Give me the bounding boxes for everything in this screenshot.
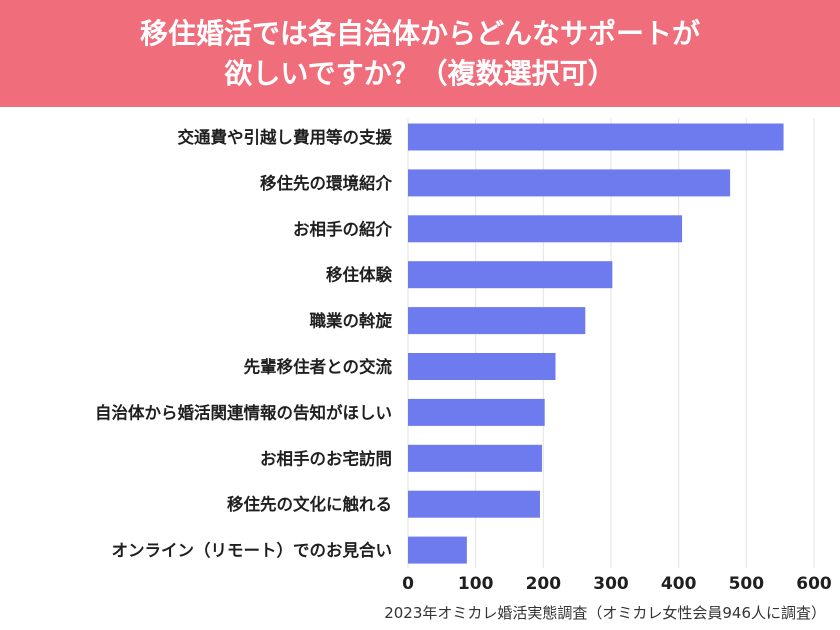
bar-1 (408, 169, 731, 197)
category-label-8: 移住先の文化に触れる (227, 494, 392, 514)
category-label-3: 移住体験 (326, 265, 393, 285)
category-label-0: 交通費や引越し費用等の支援 (178, 127, 393, 147)
category-label-1: 移住先の環境紹介 (260, 173, 393, 193)
x-tick-label-500: 500 (729, 574, 765, 594)
chart-title: 移住婚活では各自治体からどんなサポートが 欲しいですか？（複数選択可） (139, 17, 700, 90)
x-tick-label-0: 0 (402, 574, 414, 594)
bar-0 (408, 123, 784, 151)
bar-6 (408, 398, 545, 426)
x-tick-label-100: 100 (458, 574, 494, 594)
category-label-6: 自治体から婚活関連情報の告知がほしい (95, 402, 392, 422)
bar-9 (408, 536, 467, 564)
bar-4 (408, 307, 586, 335)
x-tick-label-400: 400 (661, 574, 697, 594)
bar-2 (408, 215, 683, 243)
category-label-2: お相手の紹介 (293, 219, 393, 239)
category-label-9: オンライン（リモート）でのお見合い (112, 540, 393, 560)
header-banner: 移住婚活では各自治体からどんなサポートが 欲しいですか？（複数選択可） (0, 0, 840, 107)
bar-3 (408, 261, 613, 289)
x-tick-label-200: 200 (526, 574, 562, 594)
survey-footnote: 2023年オミカレ婚活実態調査（オミカレ女性会員946人に調査） (384, 604, 826, 622)
x-tick-label-600: 600 (796, 574, 832, 594)
bar-5 (408, 353, 556, 380)
category-label-5: 先輩移住者との交流 (244, 357, 393, 377)
category-label-7: お相手のお宅訪問 (260, 448, 392, 468)
category-label-4: 職業の斡旋 (310, 311, 393, 331)
bar-7 (408, 444, 542, 472)
bar-8 (408, 490, 540, 518)
x-tick-label-300: 300 (593, 574, 629, 594)
